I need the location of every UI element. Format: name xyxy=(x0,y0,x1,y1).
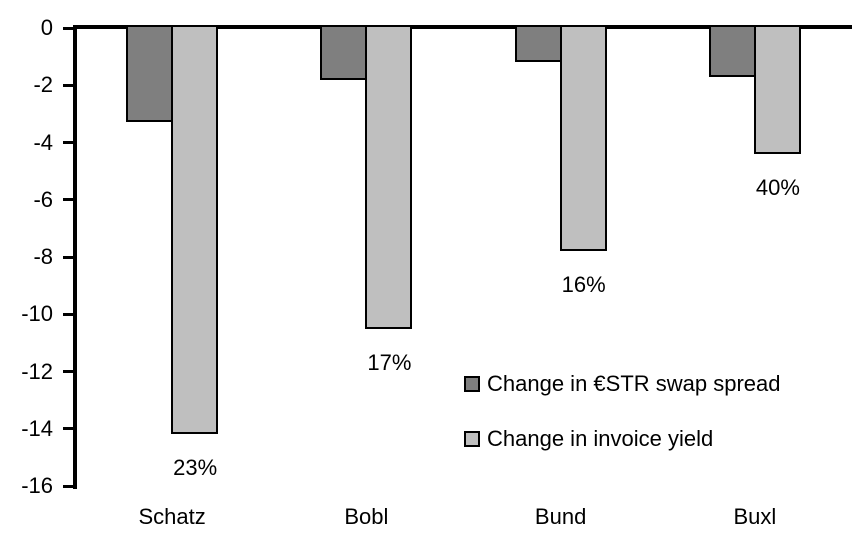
bar-invoice-yield xyxy=(753,27,801,154)
x-axis-category-label: Buxl xyxy=(733,504,777,529)
bar-swap-spread xyxy=(708,27,756,77)
y-axis-tick xyxy=(63,427,74,431)
y-axis-tick-label: -10 xyxy=(21,301,53,327)
y-axis-tick xyxy=(63,198,74,202)
y-axis-tick-label: 0 xyxy=(40,15,53,40)
y-axis-tick xyxy=(63,26,74,30)
y-axis-tick-label: -4 xyxy=(33,129,53,155)
y-axis-tick xyxy=(63,83,74,87)
y-axis-tick xyxy=(63,255,74,259)
y-axis-tick-label: -2 xyxy=(33,72,53,98)
y-axis-tick-label: -16 xyxy=(21,473,53,498)
bar-swap-spread xyxy=(126,27,174,123)
bar-invoice-yield xyxy=(171,27,219,435)
legend-item-swap-spread: Change in €STR swap spread xyxy=(464,371,781,397)
bar-invoice-yield xyxy=(365,27,413,329)
legend-swatch-invoice-yield xyxy=(464,431,480,447)
legend-swatch-swap-spread xyxy=(464,376,480,392)
y-axis-tick xyxy=(63,141,74,144)
y-axis-tick-label: -8 xyxy=(33,244,53,269)
x-axis-category-label: Bobl xyxy=(344,504,389,529)
legend-label-swap-spread: Change in €STR swap spread xyxy=(487,371,781,396)
bar-swap-spread xyxy=(514,27,562,63)
legend: Change in €STR swap spread Change in inv… xyxy=(464,371,781,452)
bar-value-label: 23% xyxy=(173,455,218,481)
bar-value-label: 16% xyxy=(561,272,606,298)
y-axis-tick xyxy=(63,312,74,316)
legend-label-invoice-yield: Change in invoice yield xyxy=(487,426,714,451)
y-axis-tick-label: -14 xyxy=(21,415,53,441)
x-axis-category-label: Schatz xyxy=(138,504,206,529)
bar-invoice-yield xyxy=(559,27,607,252)
x-axis-category-label: Bund xyxy=(534,504,587,529)
legend-item-invoice-yield: Change in invoice yield xyxy=(464,426,781,452)
y-axis-tick xyxy=(63,484,74,488)
y-axis-tick xyxy=(63,370,74,373)
y-axis-line xyxy=(73,25,77,489)
y-axis-tick-label: -12 xyxy=(21,358,53,384)
bar-value-label: 17% xyxy=(367,349,412,375)
zero-baseline xyxy=(73,25,852,29)
y-axis-tick-label: -6 xyxy=(33,186,53,212)
bar-swap-spread xyxy=(320,27,368,80)
bar-value-label: 40% xyxy=(755,174,800,200)
